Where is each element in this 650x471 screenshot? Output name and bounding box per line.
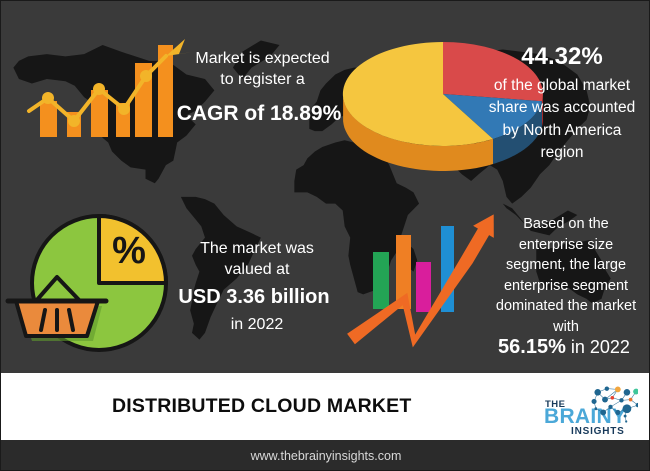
svg-text:%: %	[112, 230, 146, 272]
